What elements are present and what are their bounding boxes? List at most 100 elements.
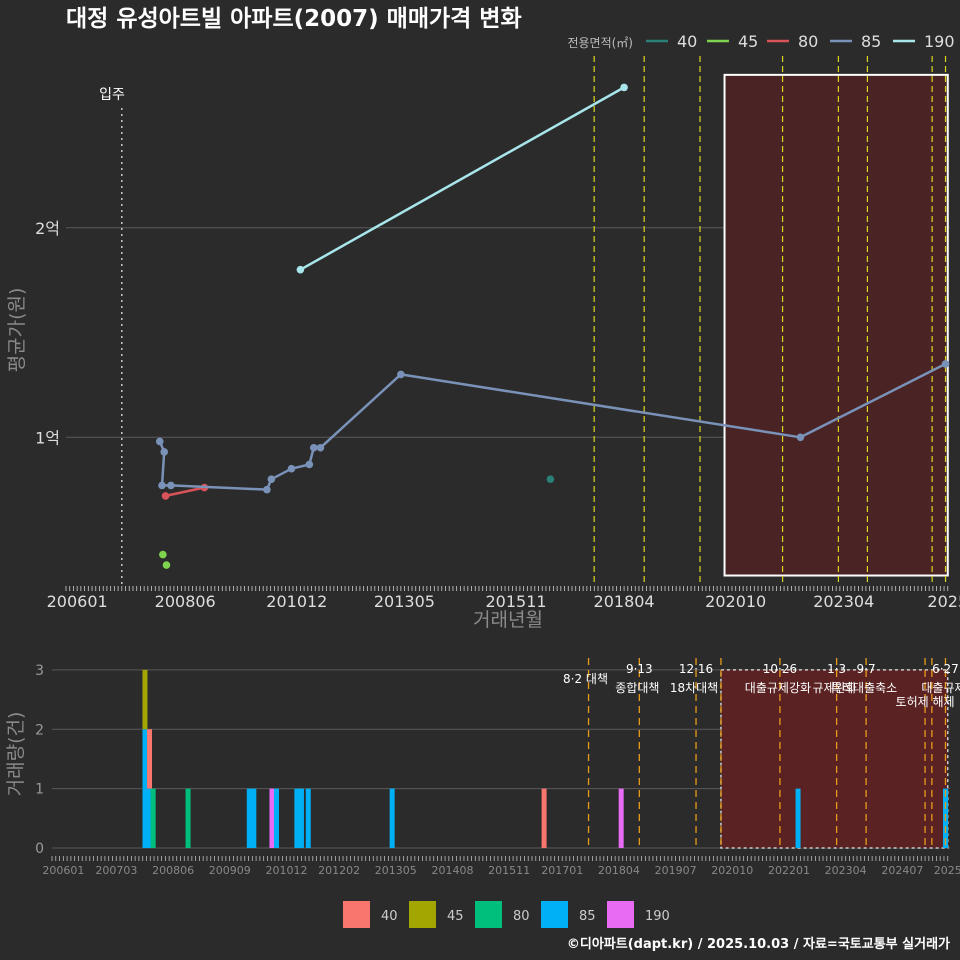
bar-segment-85 xyxy=(305,788,311,848)
bottom-legend-key-85 xyxy=(541,901,568,928)
top-x-tick-label: 201305 xyxy=(374,592,435,611)
bar-segment-190 xyxy=(618,788,624,848)
series-point-85 xyxy=(305,460,314,469)
top-y-tick-label: 1억 xyxy=(35,428,60,447)
series-point-85 xyxy=(263,485,271,494)
bottom-legend-label-40: 40 xyxy=(381,909,398,924)
legend-title: 전용면적(㎡) xyxy=(567,36,633,50)
series-point-85 xyxy=(267,475,276,483)
bar-segment-45 xyxy=(142,669,148,730)
top-axes: 200601 200806 201012 201305 201511 201804 2020… xyxy=(47,586,960,611)
bottom-x-tick-label: 201511 xyxy=(488,864,530,877)
top-x-tick-label: 201012 xyxy=(266,592,327,611)
top-x-tick-label: 201804 xyxy=(594,592,655,611)
bottom-x-tick-label: 202407 xyxy=(881,864,923,877)
series-point-40 xyxy=(546,475,555,483)
bottom-legend: 40 45 80 85 190 xyxy=(343,901,670,928)
bottom-legend-label-190: 190 xyxy=(645,909,670,924)
bottom-x-tick-label: 202201 xyxy=(768,864,810,877)
bar-segment-190 xyxy=(269,788,275,848)
bottom-legend-label-80: 80 xyxy=(513,909,530,924)
legend-label-80: 80 xyxy=(798,32,818,51)
series-point-190 xyxy=(620,83,628,92)
top-y-axis-label: 평균가(원) xyxy=(6,288,28,373)
footer-credit: ©디아파트(dapt.kr) / 2025.10.03 / 자료=국토교통부 실… xyxy=(567,936,950,952)
bottom-x-tick-label: 2025 xyxy=(934,864,960,877)
bottom-y-tick-label: 0 xyxy=(35,841,44,857)
top-x-tick-label: 200806 xyxy=(155,592,216,611)
bar-segment-85 xyxy=(147,788,153,848)
top-series xyxy=(155,83,950,569)
top-x-tick-label: 2025 xyxy=(927,592,960,611)
bottom-policy-labels: 8·2 대책 9·13 종합대책 12·16 18차대책 10·26 대출규제강화 1·3 규제… xyxy=(563,662,960,709)
legend-label-85: 85 xyxy=(861,32,881,51)
bar-segment-40 xyxy=(541,788,547,848)
bar-segment-85 xyxy=(298,788,304,848)
policy-date-label: 9·7 xyxy=(857,662,876,676)
policy-date-label: 1·3 xyxy=(827,662,846,676)
bottom-x-tick-label: 202010 xyxy=(711,864,753,877)
top-policy-lines xyxy=(121,56,947,586)
bottom-legend-label-45: 45 xyxy=(447,909,464,924)
bottom-legend-key-190 xyxy=(607,901,634,928)
top-x-tick-label: 202010 xyxy=(705,592,766,611)
series-point-85 xyxy=(309,443,318,452)
legend-label-45: 45 xyxy=(738,32,758,51)
policy-name-label: 종합대책 xyxy=(615,680,659,695)
bar-segment-85 xyxy=(251,788,257,848)
policy-date-label: 8·2 대책 xyxy=(563,671,608,686)
bar-segment-40 xyxy=(147,729,153,789)
series-point-45 xyxy=(159,550,167,559)
bar-segment-80 xyxy=(150,788,156,848)
policy-date-label: 12·16 xyxy=(679,662,713,676)
top-highlight-box xyxy=(723,73,949,577)
bottom-x-tick-label: 200703 xyxy=(95,864,137,877)
bar-segment-85 xyxy=(389,788,395,848)
top-x-axis-label: 거래년월 xyxy=(473,609,543,631)
bottom-highlight-box xyxy=(720,669,949,849)
policy-name-label: 토허제 해제 xyxy=(896,695,955,709)
bottom-y-axis-label: 거래량(건) xyxy=(5,712,27,797)
policy-date-label: 10·26 xyxy=(763,662,797,676)
legend-label-190: 190 xyxy=(924,32,955,51)
series-point-85 xyxy=(160,448,169,456)
bar-segment-85 xyxy=(142,788,148,848)
bottom-y-tick-label: 3 xyxy=(35,663,44,679)
series-line-190 xyxy=(299,86,625,271)
policy-date-label: 9·13 xyxy=(626,662,653,676)
bottom-x-tick-label: 200909 xyxy=(209,864,251,877)
bottom-x-tick-label: 201305 xyxy=(375,864,417,877)
series-point-85 xyxy=(941,360,950,368)
bottom-x-tick-label: 201012 xyxy=(265,864,307,877)
series-point-190 xyxy=(296,265,305,274)
bottom-x-tick-label: 201804 xyxy=(598,864,640,877)
move-in-annotation: 입주 xyxy=(99,87,125,103)
bottom-x-tick-label: 200601 xyxy=(42,864,84,877)
top-x-tick-label: 201511 xyxy=(485,592,546,611)
policy-name-label: 규제완화 xyxy=(813,681,857,695)
bottom-y-tick-label: 2 xyxy=(35,722,44,738)
bottom-y-tick-label: 1 xyxy=(35,782,44,798)
bottom-policy-lines xyxy=(587,658,947,848)
top-highlight-region xyxy=(723,73,949,577)
top-x-tick-label: 202304 xyxy=(813,592,874,611)
bottom-highlight-region xyxy=(720,669,949,849)
bar-segment-85 xyxy=(795,788,801,848)
legend-label-40: 40 xyxy=(677,32,697,51)
bar-segment-80 xyxy=(185,788,191,848)
series-point-85 xyxy=(316,443,325,452)
series-point-80 xyxy=(161,492,170,500)
series-point-85 xyxy=(287,464,296,473)
policy-date-label: 6·27 xyxy=(932,662,959,676)
bottom-x-tick-label: 201202 xyxy=(318,864,360,877)
bar-segment-85 xyxy=(274,788,279,848)
series-point-85 xyxy=(167,481,175,490)
top-y-tick-label: 2억 xyxy=(35,219,60,238)
bottom-legend-key-45 xyxy=(409,901,436,928)
series-line-80 xyxy=(165,486,205,498)
series-point-45 xyxy=(162,561,171,569)
bottom-legend-key-80 xyxy=(475,901,502,928)
policy-name-label: 대출규제 xyxy=(921,681,960,695)
bar-segment-85 xyxy=(246,788,252,848)
